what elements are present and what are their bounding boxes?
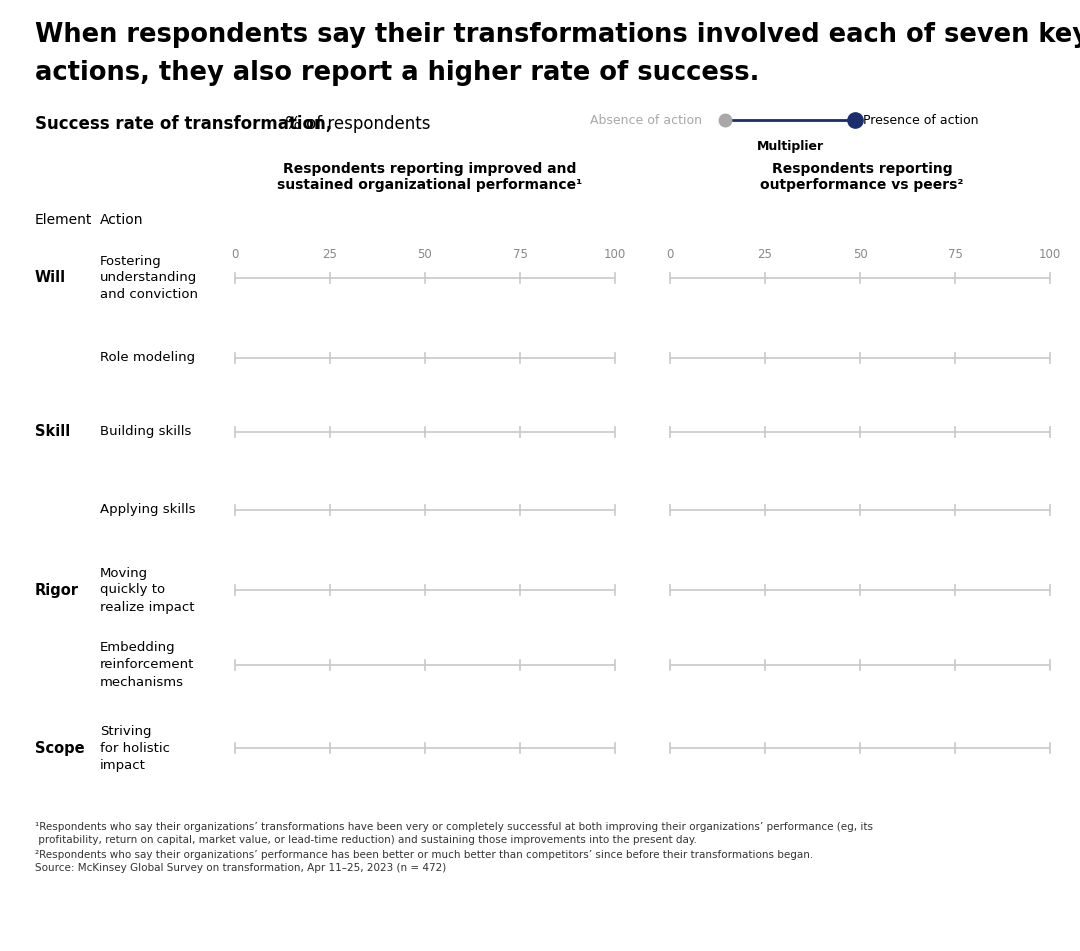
Text: Absence of action: Absence of action bbox=[590, 113, 702, 126]
Text: outperformance vs peers²: outperformance vs peers² bbox=[760, 178, 963, 192]
Text: Embedding
reinforcement
mechanisms: Embedding reinforcement mechanisms bbox=[100, 642, 194, 689]
Text: ¹Respondents who say their organizations’ transformations have been very or comp: ¹Respondents who say their organizations… bbox=[35, 822, 873, 832]
Text: Source: McKinsey Global Survey on transformation, Apr 11–25, 2023 (n = 472): Source: McKinsey Global Survey on transf… bbox=[35, 863, 446, 873]
Text: 0: 0 bbox=[231, 248, 239, 261]
Text: % of respondents: % of respondents bbox=[280, 115, 431, 133]
Text: Action: Action bbox=[100, 213, 144, 227]
Text: Respondents reporting improved and: Respondents reporting improved and bbox=[283, 162, 577, 176]
Text: Respondents reporting: Respondents reporting bbox=[772, 162, 953, 176]
Text: Moving
quickly to
realize impact: Moving quickly to realize impact bbox=[100, 567, 194, 613]
Text: Role modeling: Role modeling bbox=[100, 352, 195, 364]
Text: Element: Element bbox=[35, 213, 93, 227]
Text: Skill: Skill bbox=[35, 424, 70, 439]
Text: 25: 25 bbox=[323, 248, 337, 261]
Text: Striving
for holistic
impact: Striving for holistic impact bbox=[100, 725, 170, 771]
Text: 50: 50 bbox=[418, 248, 432, 261]
Text: 75: 75 bbox=[947, 248, 962, 261]
Text: Will: Will bbox=[35, 270, 66, 285]
Text: Fostering
understanding
and conviction: Fostering understanding and conviction bbox=[100, 255, 198, 301]
Text: ²Respondents who say their organizations’ performance has been better or much be: ²Respondents who say their organizations… bbox=[35, 850, 813, 860]
Text: 100: 100 bbox=[1039, 248, 1062, 261]
Text: Presence of action: Presence of action bbox=[863, 113, 978, 126]
Text: 100: 100 bbox=[604, 248, 626, 261]
Text: profitability, return on capital, market value, or lead-time reduction) and sust: profitability, return on capital, market… bbox=[35, 835, 697, 845]
Text: 50: 50 bbox=[852, 248, 867, 261]
Text: Rigor: Rigor bbox=[35, 583, 79, 597]
Text: Applying skills: Applying skills bbox=[100, 503, 195, 516]
Text: Multiplier: Multiplier bbox=[756, 140, 824, 153]
Text: Success rate of transformation,: Success rate of transformation, bbox=[35, 115, 333, 133]
Text: When respondents say their transformations involved each of seven key: When respondents say their transformatio… bbox=[35, 22, 1080, 48]
Text: Scope: Scope bbox=[35, 741, 84, 755]
Text: Building skills: Building skills bbox=[100, 425, 191, 438]
Text: sustained organizational performance¹: sustained organizational performance¹ bbox=[278, 178, 582, 192]
Text: 75: 75 bbox=[513, 248, 527, 261]
Text: 25: 25 bbox=[757, 248, 772, 261]
Text: 0: 0 bbox=[666, 248, 674, 261]
Text: actions, they also report a higher rate of success.: actions, they also report a higher rate … bbox=[35, 60, 759, 86]
